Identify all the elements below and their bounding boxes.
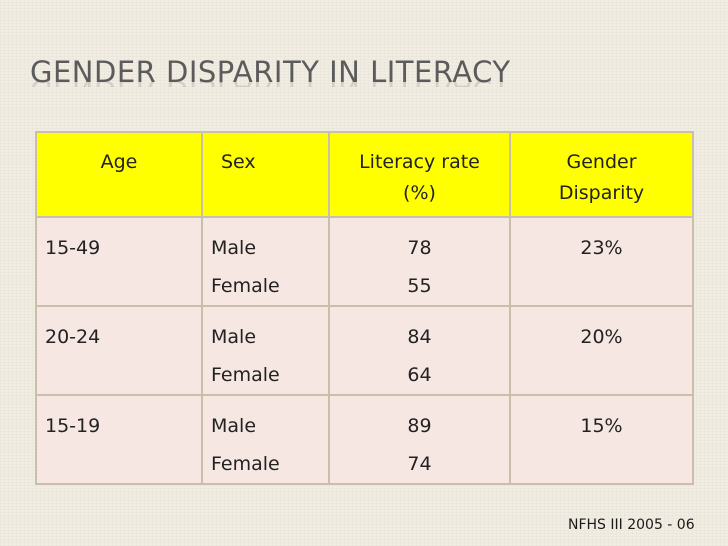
sex-cell: Male Female <box>201 394 330 485</box>
header-gap-line1: Gender <box>566 151 637 173</box>
header-literacy-rate: Literacy rate (%) <box>328 131 511 218</box>
sex-cell: Male Female <box>201 305 330 396</box>
age-value: 20-24 <box>45 326 101 348</box>
table-row: 15-49 Male Female 78 55 23% <box>35 216 694 307</box>
literacy-table-container: Age Sex Literacy rate (%) Gender Dispari… <box>35 131 694 485</box>
title-reflection: GENDER DISPARITY IN LITERACY <box>30 73 511 87</box>
source-note: NFHS III 2005 - 06 <box>568 517 695 533</box>
rate-male: 84 <box>407 326 432 348</box>
disparity-cell: 20% <box>509 305 694 396</box>
rate-male: 89 <box>407 415 432 437</box>
header-sex-label: Sex <box>221 151 256 173</box>
literacy-table: Age Sex Literacy rate (%) Gender Dispari… <box>35 131 694 485</box>
sex-male: Male <box>211 237 257 259</box>
header-sex: Sex <box>201 131 330 218</box>
disparity-value: 15% <box>580 415 623 437</box>
rate-cell: 89 74 <box>328 394 511 485</box>
rate-cell: 78 55 <box>328 216 511 307</box>
sex-female: Female <box>211 275 280 297</box>
age-cell: 15-49 <box>35 216 203 307</box>
header-age: Age <box>35 131 203 218</box>
sex-male: Male <box>211 326 257 348</box>
age-cell: 15-19 <box>35 394 203 485</box>
disparity-cell: 15% <box>509 394 694 485</box>
title-reflection-text: GENDER DISPARITY IN LITERACY <box>30 73 511 87</box>
rate-female: 74 <box>407 453 432 475</box>
table-header: Age Sex Literacy rate (%) Gender Dispari… <box>35 131 694 218</box>
header-row: Age Sex Literacy rate (%) Gender Dispari… <box>35 131 694 218</box>
header-gender-disparity: Gender Disparity <box>509 131 694 218</box>
rate-female: 55 <box>407 275 432 297</box>
header-rate-line2: (%) <box>403 182 436 204</box>
age-cell: 20-24 <box>35 305 203 396</box>
disparity-cell: 23% <box>509 216 694 307</box>
rate-cell: 84 64 <box>328 305 511 396</box>
sex-female: Female <box>211 364 280 386</box>
title-block: GENDER DISPARITY IN LITERACY GENDER DISP… <box>30 55 511 89</box>
slide-title: GENDER DISPARITY IN LITERACY <box>30 55 511 89</box>
age-value: 15-49 <box>45 237 101 259</box>
disparity-value: 23% <box>580 237 623 259</box>
table-row: 15-19 Male Female 89 74 15% <box>35 394 694 485</box>
table-body: 15-49 Male Female 78 55 23% 20-24 Male <box>35 216 694 485</box>
sex-cell: Male Female <box>201 216 330 307</box>
age-value: 15-19 <box>45 415 101 437</box>
table-row: 20-24 Male Female 84 64 20% <box>35 305 694 396</box>
sex-male: Male <box>211 415 257 437</box>
rate-female: 64 <box>407 364 432 386</box>
sex-female: Female <box>211 453 280 475</box>
header-age-label: Age <box>100 151 138 173</box>
rate-male: 78 <box>407 237 432 259</box>
header-gap-line2: Disparity <box>558 182 645 204</box>
disparity-value: 20% <box>580 326 623 348</box>
header-rate-line1: Literacy rate <box>359 151 480 173</box>
